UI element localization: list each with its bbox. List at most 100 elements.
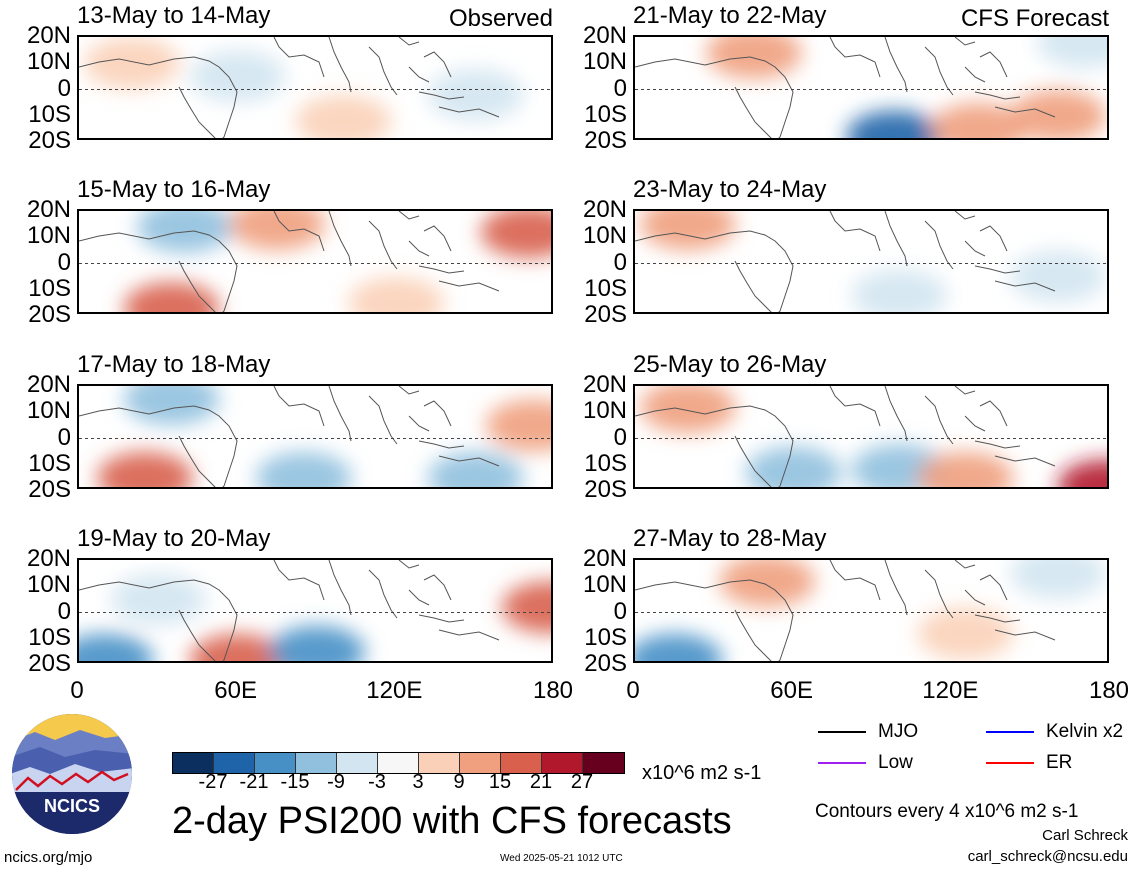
coastline <box>418 265 465 274</box>
lat-tick-label: 20N <box>26 196 71 223</box>
lat-tick-label: 10N <box>582 571 627 599</box>
lon-tick-label: 60E <box>770 677 814 704</box>
coastline <box>328 386 352 442</box>
coastline <box>79 579 238 661</box>
coastline <box>438 629 500 641</box>
coastline <box>398 560 420 569</box>
coastline <box>423 51 452 78</box>
map-panel <box>77 35 553 140</box>
lat-tick-label: 20S <box>28 127 71 154</box>
coastline <box>368 395 398 445</box>
email: carl_schreck@ncsu.edu <box>967 848 1128 865</box>
coastline <box>974 91 1021 100</box>
colorbar-swatch <box>378 753 419 773</box>
map-panel <box>77 209 553 314</box>
coastline <box>829 386 881 427</box>
lat-tick-label: 10N <box>26 571 71 599</box>
colorbar-swatch <box>255 753 296 773</box>
colorbar-swatch <box>501 753 542 773</box>
lon-tick-label: 60E <box>214 677 258 704</box>
legend-item: Kelvin x2 <box>986 721 1123 743</box>
colorbar-tick-label: -15 <box>280 771 310 793</box>
panel-tag: Observed <box>448 5 553 32</box>
coastline <box>635 579 794 661</box>
anomaly-blob <box>189 50 286 103</box>
anomaly-blob <box>1010 89 1107 138</box>
lon-tick-label: 120E <box>366 677 423 704</box>
coastline <box>829 37 881 78</box>
lat-tick-label: 20S <box>584 650 627 677</box>
coastline <box>635 405 794 487</box>
coastline <box>964 415 986 432</box>
lat-tick-label: 20N <box>582 22 627 49</box>
colorbar <box>172 752 625 774</box>
lon-tick-label: 0 <box>70 677 84 704</box>
coastline <box>954 560 976 569</box>
coastline <box>408 415 430 432</box>
site-url: ncics.org/mjo <box>4 849 93 866</box>
lat-tick-label: 20S <box>584 476 627 503</box>
legend-item: Low <box>818 752 913 774</box>
coastline <box>178 260 216 312</box>
lat-tick-label: 10S <box>584 449 627 477</box>
coastline <box>829 560 881 601</box>
coastline <box>178 435 216 487</box>
legend-line <box>818 762 866 764</box>
map-panel <box>633 558 1109 663</box>
legend-item: MJO <box>818 721 918 743</box>
anomaly-blob <box>485 399 551 452</box>
colorbar-swatch <box>583 753 624 773</box>
lat-tick-label: 20N <box>582 196 627 223</box>
lat-tick-label: 10S <box>28 449 71 477</box>
map-panel <box>77 558 553 663</box>
coastline <box>438 106 500 118</box>
anomaly-blob <box>1010 250 1107 303</box>
lat-tick-label: 0 <box>57 597 71 625</box>
lat-tick-label: 20N <box>582 545 627 572</box>
legend-label: ER <box>1046 752 1073 773</box>
coastline <box>398 37 420 46</box>
coastline <box>408 240 430 257</box>
anomaly-blob <box>639 211 736 251</box>
anomaly-blob <box>229 211 326 251</box>
legend-line <box>986 762 1034 764</box>
anomaly-blob <box>1036 37 1107 69</box>
coastline <box>418 91 465 100</box>
coastline <box>924 395 954 445</box>
panel-title: 25-May to 26-May <box>633 351 827 378</box>
anomaly-blob <box>427 68 524 121</box>
anomaly-blob <box>97 451 194 487</box>
colorbar-tick-label: 27 <box>570 771 594 793</box>
anomaly-blob <box>917 607 1014 660</box>
lat-tick-label: 10N <box>582 397 627 425</box>
coastline <box>368 46 398 96</box>
coastline <box>398 386 420 395</box>
coastline <box>924 46 954 96</box>
coastline <box>994 280 1056 292</box>
lat-tick-label: 20S <box>28 476 71 503</box>
legend-line <box>986 731 1034 733</box>
panel-title: 15-May to 16-May <box>77 176 271 203</box>
lat-tick-label: 20S <box>28 650 71 677</box>
anomaly-blob <box>427 451 524 487</box>
coastline <box>974 440 1021 449</box>
coastline <box>635 230 794 312</box>
coastline <box>438 280 500 292</box>
lon-tick-label: 180 <box>532 677 574 704</box>
panel-tag: CFS Forecast <box>960 5 1109 32</box>
colorbar-tick-label: 9 <box>453 771 465 793</box>
colorbar-tick-label: -9 <box>327 771 345 793</box>
coastline <box>994 629 1056 641</box>
anomaly-blob <box>123 386 220 426</box>
lat-tick-label: 0 <box>57 423 71 451</box>
lat-tick-label: 10N <box>582 222 627 250</box>
anomaly-blob <box>1057 459 1107 487</box>
colorbar-tick-label: -3 <box>368 771 386 793</box>
lon-tick-label: 180 <box>1088 677 1130 704</box>
coastline <box>635 56 794 138</box>
colorbar-swatch <box>214 753 255 773</box>
anomaly-blob <box>348 276 445 312</box>
coastline <box>884 386 908 442</box>
coastline <box>368 220 398 270</box>
coastline <box>273 386 325 427</box>
